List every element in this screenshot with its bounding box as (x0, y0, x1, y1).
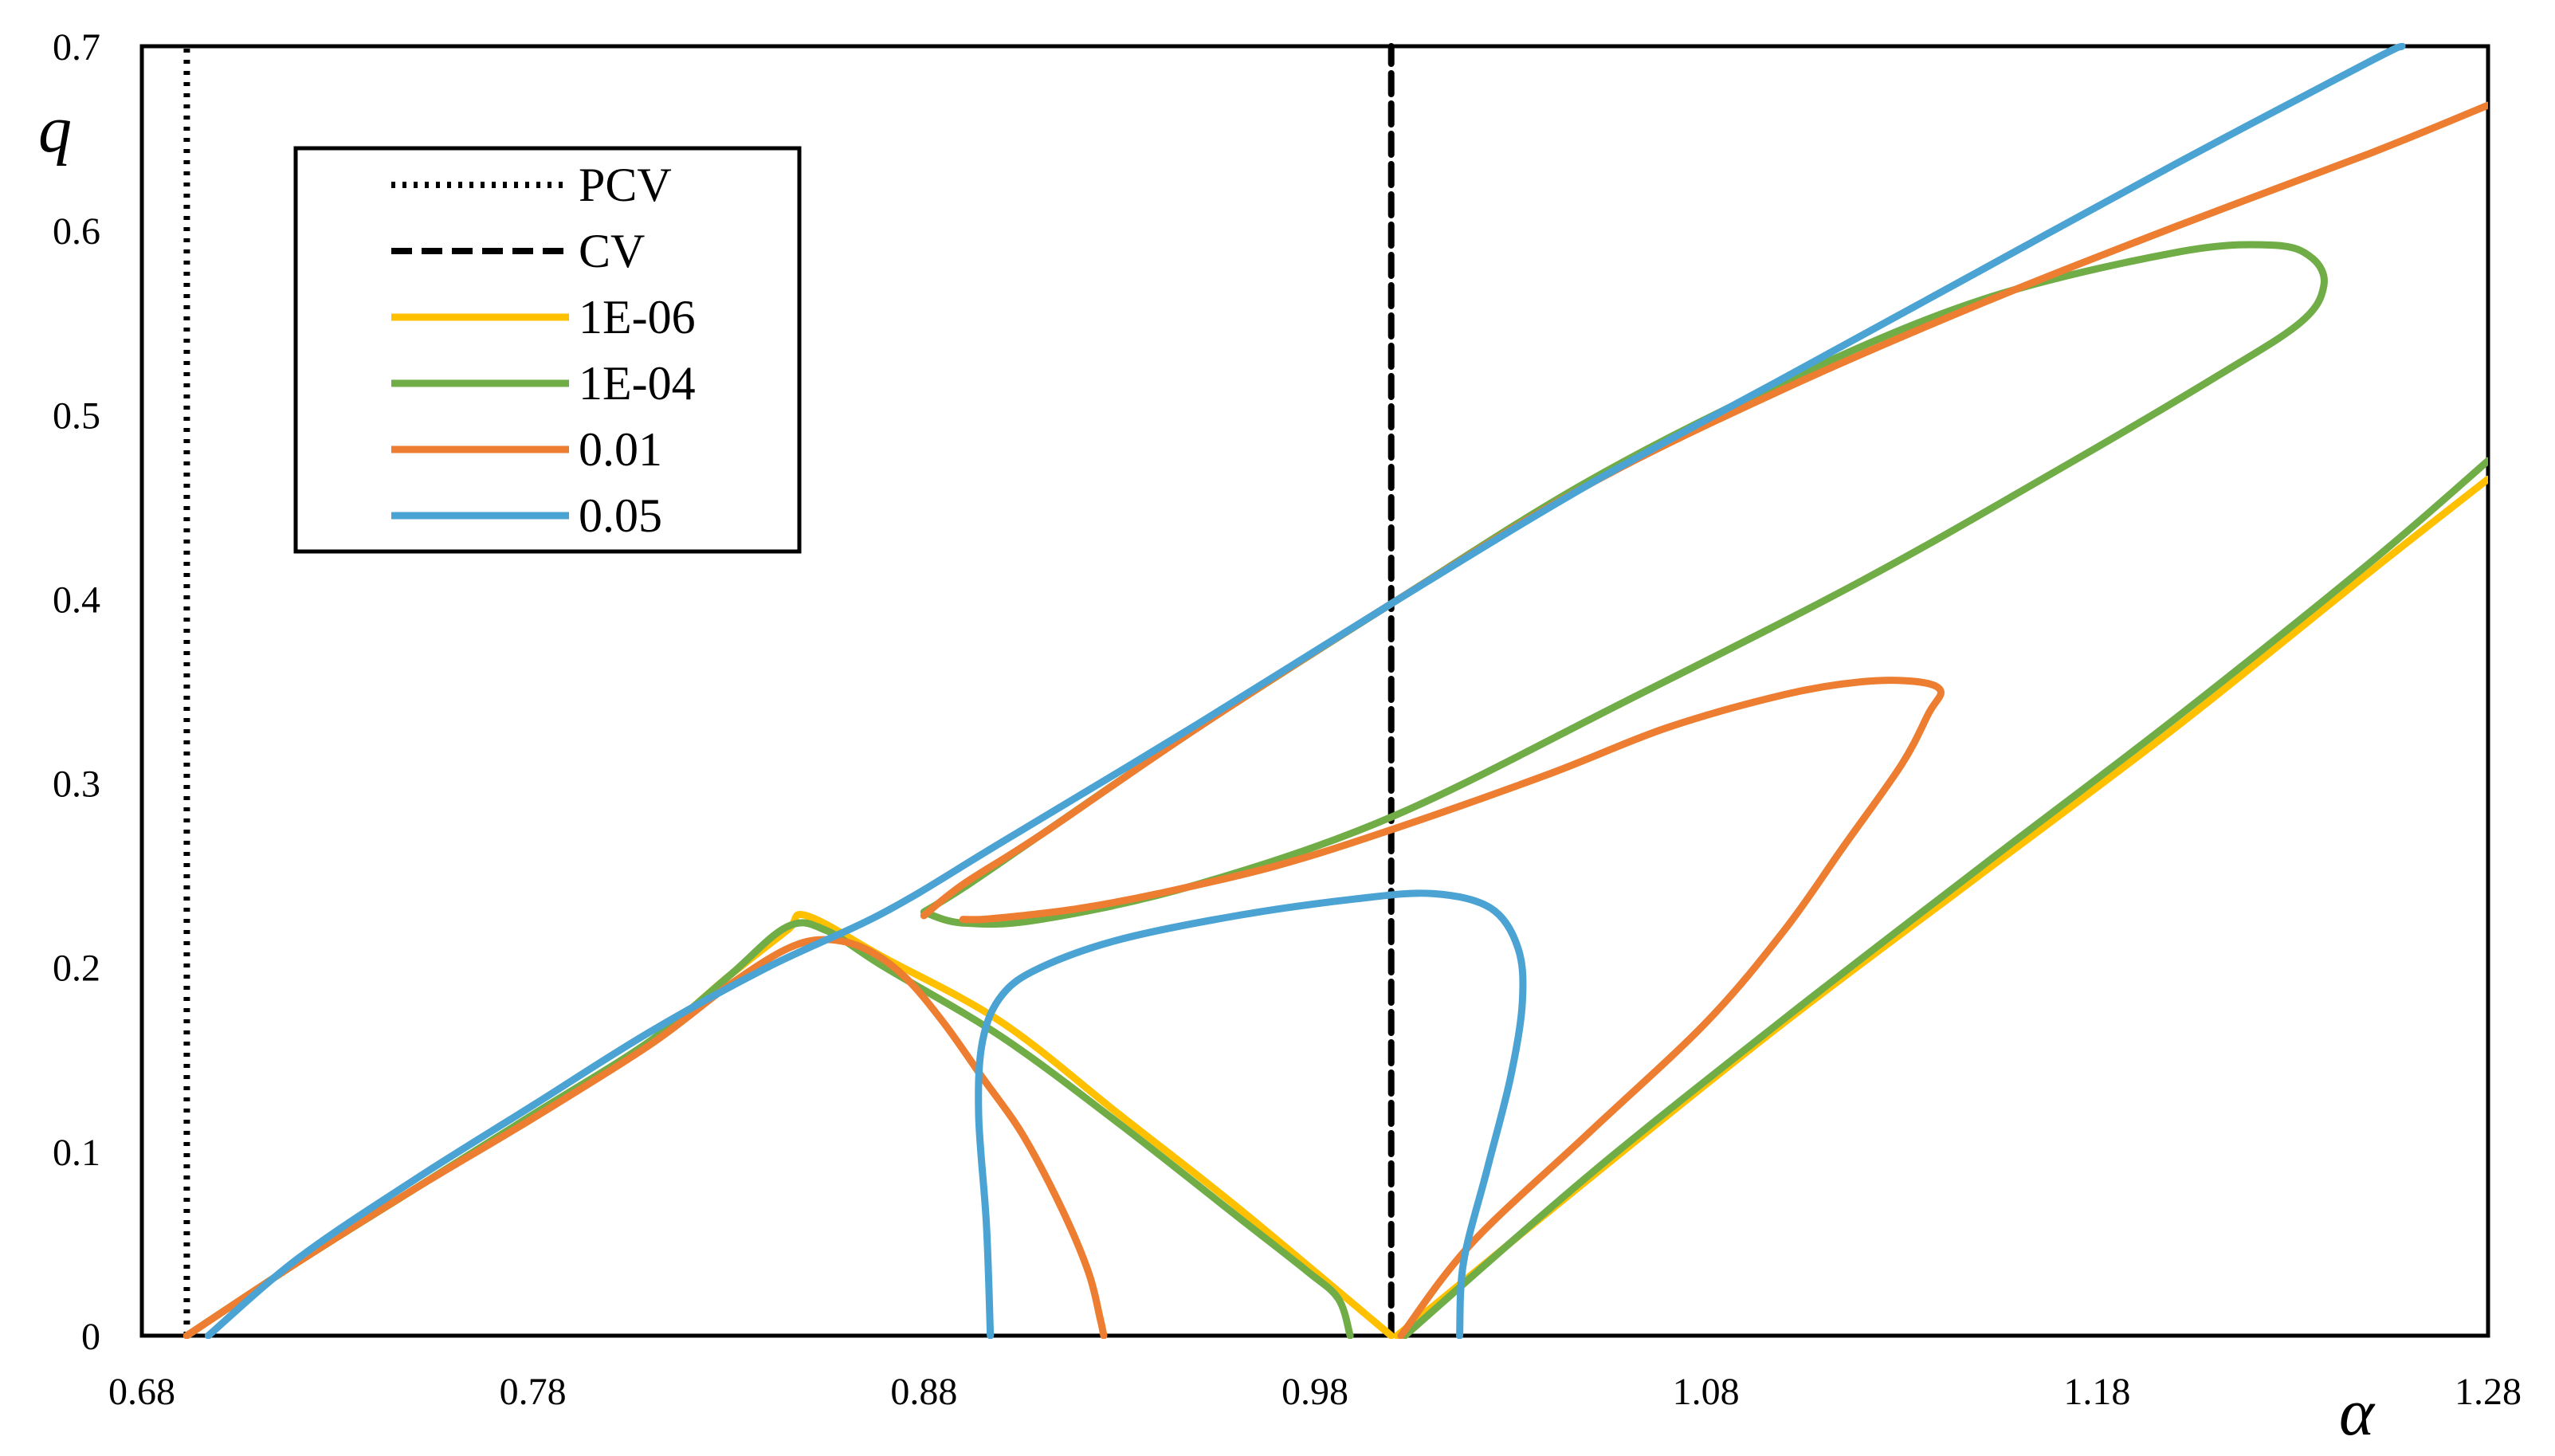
legend: PCV CV 1E-06 1E-04 0.01 0.05 (293, 146, 802, 554)
x-tick-label: 0.68 (108, 1371, 175, 1413)
x-tick-label: 0.78 (500, 1371, 567, 1413)
x-axis-label: α (2339, 1376, 2376, 1450)
legend-box (293, 146, 802, 554)
x-tick-label: 1.28 (2455, 1371, 2522, 1413)
series-1e-04-line (1401, 457, 2488, 1339)
x-tick-label: 0.88 (890, 1371, 957, 1413)
y-tick-label: 0.3 (53, 763, 100, 806)
legend-1e-04-label: 1E-04 (579, 357, 696, 410)
y-tick-labels: 0 0.1 0.2 0.3 0.4 0.5 0.6 0.7 (53, 26, 100, 1358)
y-tick-label: 0.2 (53, 948, 100, 990)
y-axis-label: q (38, 92, 72, 167)
legend-pcv-label: PCV (579, 159, 672, 211)
series-layer (182, 43, 2488, 1339)
y-tick-label: 0.4 (53, 579, 100, 621)
series-0-05-line (204, 43, 2406, 1339)
x-tick-label: 1.08 (1673, 1371, 1740, 1413)
series-0-05-line (975, 889, 1527, 1339)
legend-0-05-label: 0.05 (579, 489, 662, 542)
x-tick-label: 0.98 (1281, 1371, 1348, 1413)
y-tick-label: 0.5 (53, 394, 100, 437)
legend-cv-label: CV (579, 225, 645, 277)
y-tick-label: 0.1 (53, 1132, 100, 1174)
series-0-01-line (959, 677, 1945, 1339)
legend-1e-06-label: 1E-06 (579, 291, 696, 343)
x-tick-labels: 0.68 0.78 0.88 0.98 1.08 1.18 1.28 (108, 1371, 2522, 1413)
y-tick-label: 0 (81, 1316, 100, 1358)
plot-frame (139, 44, 2490, 1338)
y-tick-label: 0.7 (53, 26, 100, 69)
x-tick-label: 1.18 (2063, 1371, 2130, 1413)
legend-0-01-label: 0.01 (579, 423, 662, 476)
y-tick-label: 0.6 (53, 210, 100, 253)
